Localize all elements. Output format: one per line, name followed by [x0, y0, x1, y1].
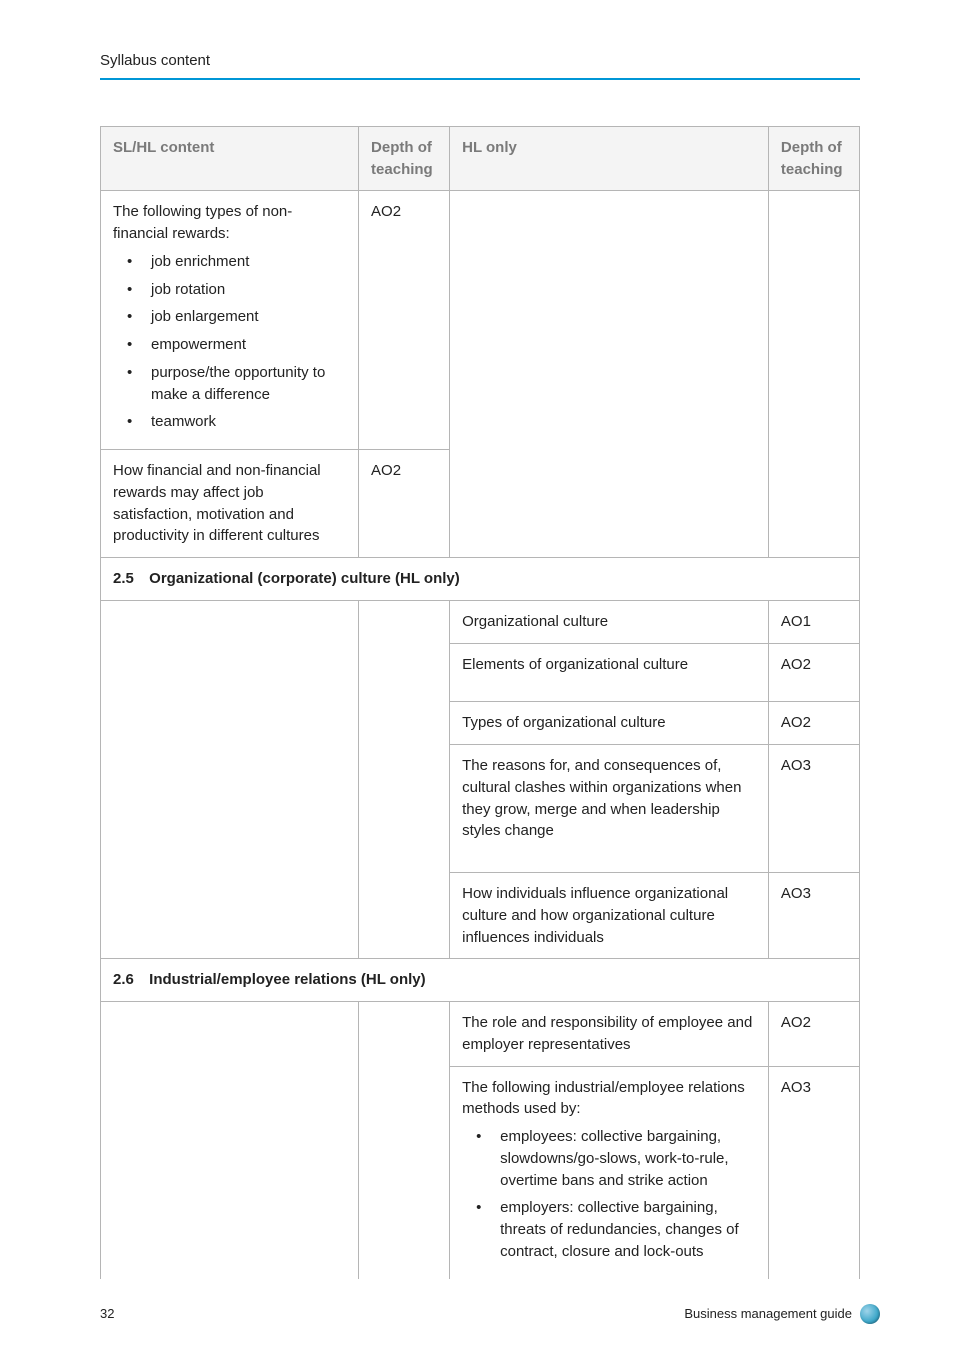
list-item: job enlargement — [113, 306, 346, 328]
list-item: teamwork — [113, 411, 346, 433]
cell-text: How individuals influence organizational… — [450, 873, 769, 959]
table-row: Types of organizational culture AO2 — [101, 702, 860, 745]
section-number: 2.5 — [113, 568, 145, 590]
list-item: empowerment — [113, 334, 346, 356]
col-depth-1: Depth of teaching — [359, 126, 450, 191]
page-footer: 32 Business management guide — [100, 1304, 880, 1324]
list-item: job enrichment — [113, 251, 346, 273]
list-item: purpose/the opportunity to make a differ… — [113, 362, 346, 406]
list-item: job rotation — [113, 279, 346, 301]
section-title: Industrial/employee relations (HL only) — [149, 971, 425, 988]
depth-cell: AO2 — [359, 450, 450, 558]
table-row: How individuals influence organizational… — [101, 873, 860, 959]
table-row: Organizational culture AO1 — [101, 600, 860, 643]
section-header: 2.6 Industrial/employee relations (HL on… — [101, 959, 860, 1002]
syllabus-table: SL/HL content Depth of teaching HL only … — [100, 126, 860, 1279]
depth-cell: AO3 — [768, 745, 859, 873]
cell-text: The role and responsibility of employee … — [450, 1002, 769, 1067]
table-row: The following types of non-financial rew… — [101, 191, 860, 450]
table-row: Elements of organizational culture AO2 — [101, 643, 860, 702]
table-row: The role and responsibility of employee … — [101, 1002, 860, 1067]
page-number: 32 — [100, 1305, 114, 1324]
depth-cell: AO3 — [768, 873, 859, 959]
running-head: Syllabus content — [100, 50, 860, 80]
section-header: 2.5 Organizational (corporate) culture (… — [101, 558, 860, 601]
section-title: Organizational (corporate) culture (HL o… — [149, 570, 460, 587]
section-number: 2.6 — [113, 969, 145, 991]
ib-logo-icon — [860, 1304, 880, 1324]
table-row: The following industrial/employee relati… — [101, 1066, 860, 1279]
table-row: The reasons for, and consequences of, cu… — [101, 745, 860, 873]
depth-cell: AO3 — [768, 1066, 859, 1279]
depth-cell: AO2 — [768, 1002, 859, 1067]
bullet-list: job enrichment job rotation job enlargem… — [113, 251, 346, 433]
cell-text: Types of organizational culture — [450, 702, 769, 745]
cell-text: The following types of non-financial rew… — [113, 201, 346, 245]
guide-title: Business management guide — [684, 1305, 852, 1324]
cell-text: The reasons for, and consequences of, cu… — [450, 745, 769, 873]
cell-text: The following industrial/employee relati… — [462, 1077, 756, 1121]
list-item: employees: collective bargaining, slowdo… — [462, 1126, 756, 1191]
depth-cell: AO2 — [359, 191, 450, 450]
col-depth-2: Depth of teaching — [768, 126, 859, 191]
depth-cell: AO1 — [768, 600, 859, 643]
depth-cell: AO2 — [768, 643, 859, 702]
bullet-list: employees: collective bargaining, slowdo… — [462, 1126, 756, 1263]
col-hlonly: HL only — [450, 126, 769, 191]
cell-text: Organizational culture — [450, 600, 769, 643]
depth-cell: AO2 — [768, 702, 859, 745]
col-slhl: SL/HL content — [101, 126, 359, 191]
list-item: employers: collective bargaining, threat… — [462, 1197, 756, 1262]
table-row: How financial and non-financial rewards … — [101, 450, 860, 558]
cell-text: How financial and non-financial rewards … — [101, 450, 359, 558]
cell-text: Elements of organizational culture — [450, 643, 769, 702]
